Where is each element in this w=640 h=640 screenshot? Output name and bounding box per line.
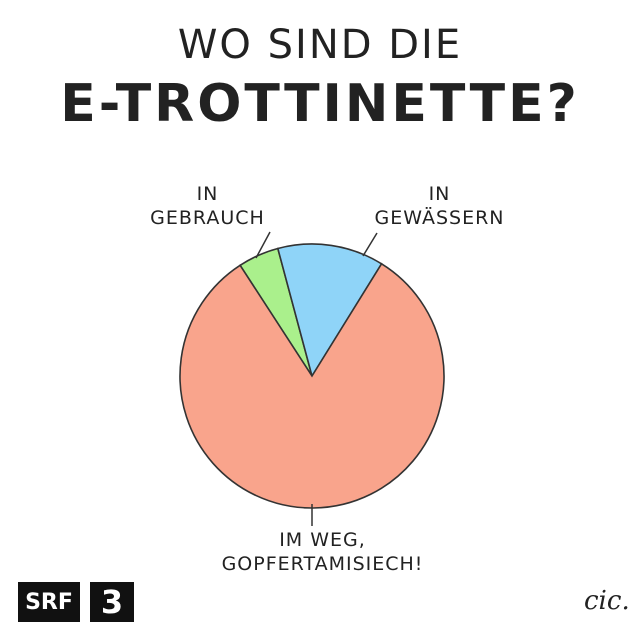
slice-label: IN GEBRAUCH: [150, 183, 265, 229]
leader-line: [255, 231, 271, 259]
chart-title: WO SIND DIE: [177, 22, 463, 68]
chart-subtitle: E-TROTTINETTE?: [60, 74, 580, 134]
logo-3: 3: [90, 582, 134, 622]
slice-label: IM WEG, GOPFERTAMISIECH!: [221, 529, 424, 575]
slice-label: IN GEWÄSSERN: [374, 183, 505, 229]
leader-line: [362, 232, 378, 257]
signature: cic.: [584, 586, 630, 616]
logo-srf: SRF: [18, 582, 80, 622]
pie-slice: [276, 243, 383, 378]
pie-slice: [179, 262, 445, 509]
